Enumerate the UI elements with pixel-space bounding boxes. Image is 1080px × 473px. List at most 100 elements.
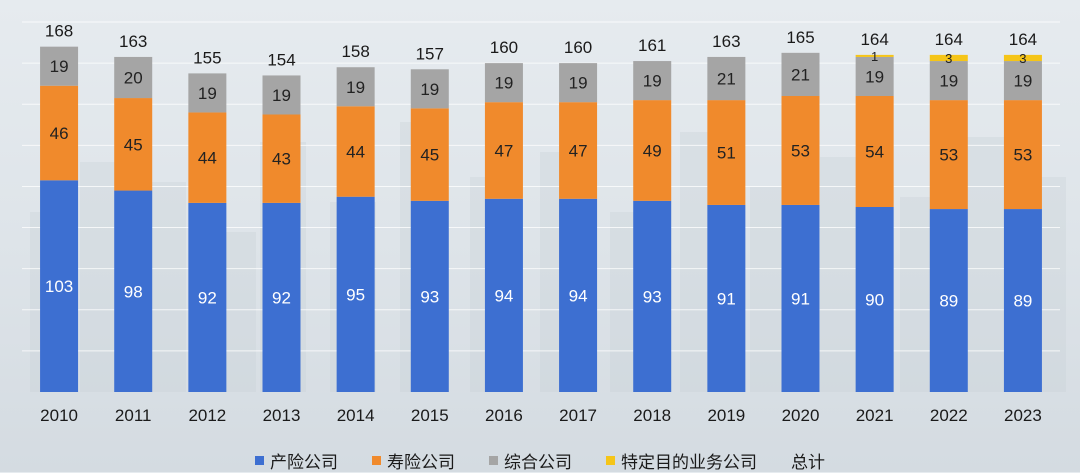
segment-value-label: 53 xyxy=(1013,146,1032,165)
legend-item-special-purpose: 特定目的业务公司 xyxy=(606,448,757,473)
bars xyxy=(40,46,1042,392)
segment-value-label: 93 xyxy=(643,287,662,306)
total-label: 157 xyxy=(416,44,444,63)
x-tick-label: 2019 xyxy=(707,406,745,425)
total-label: 155 xyxy=(193,48,221,67)
segment-value-label: 19 xyxy=(939,72,958,91)
segment-value-label: 19 xyxy=(494,74,513,93)
bar-segment xyxy=(188,112,227,203)
segment-value-label: 44 xyxy=(198,149,217,168)
segment-value-label: 94 xyxy=(569,286,588,305)
bar-segment xyxy=(410,200,449,392)
segment-value-label: 92 xyxy=(198,288,217,307)
bar-segment xyxy=(559,102,598,199)
segment-value-label: 19 xyxy=(346,78,365,97)
bar-segment xyxy=(781,52,820,96)
total-label: 163 xyxy=(712,32,740,51)
x-tick-label: 2017 xyxy=(559,406,597,425)
segment-value-label: 51 xyxy=(717,144,736,163)
legend-item-composite: 综合公司 xyxy=(489,448,572,473)
total-label: 164 xyxy=(1009,30,1037,49)
segment-value-label: 94 xyxy=(494,286,513,305)
total-label: 168 xyxy=(45,22,73,41)
segment-value-label: 43 xyxy=(272,150,291,169)
segment-value-label: 21 xyxy=(717,70,736,89)
bar-segment xyxy=(559,63,598,103)
total-label: 163 xyxy=(119,32,147,51)
segment-value-label: 89 xyxy=(1013,292,1032,311)
legend: 产险公司 寿险公司 综合公司 特定目的业务公司 总计 xyxy=(0,448,1080,472)
segment-value-label: 46 xyxy=(50,124,69,143)
legend-label-total: 总计 xyxy=(791,452,825,472)
bar-segment xyxy=(781,204,820,392)
segment-value-label: 91 xyxy=(791,289,810,308)
bar-segment xyxy=(336,67,375,107)
segment-value-label: 95 xyxy=(346,285,365,304)
bar-segment xyxy=(40,180,79,392)
bar-segment xyxy=(633,200,672,392)
bar-segment xyxy=(1003,54,1042,62)
bar-segment xyxy=(410,108,449,201)
legend-label-property-insurance: 产险公司 xyxy=(270,452,338,472)
segment-value-label: 20 xyxy=(124,69,143,88)
bar-segment xyxy=(1003,100,1042,210)
segment-value-label: 92 xyxy=(272,288,291,307)
bar-segment xyxy=(707,56,746,101)
x-tick-label: 2010 xyxy=(40,406,78,425)
bar-segment xyxy=(781,96,820,205)
bar-segment xyxy=(40,46,79,86)
segment-value-label: 89 xyxy=(939,292,958,311)
total-label: 161 xyxy=(638,36,666,55)
bar-segment xyxy=(633,100,672,201)
segment-value-label: 98 xyxy=(124,282,143,301)
bar-segment xyxy=(1003,61,1042,101)
segment-value-label: 53 xyxy=(791,141,810,160)
legend-swatch-life-insurance xyxy=(372,455,381,465)
bar-segment xyxy=(410,69,449,109)
segment-value-label: 19 xyxy=(50,57,69,76)
legend-swatch-special-purpose xyxy=(606,455,615,465)
bar-segment xyxy=(114,190,153,392)
bar-segment xyxy=(262,202,301,392)
background-skyline xyxy=(30,122,1066,392)
bar-segment xyxy=(114,98,153,191)
x-tick-label: 2023 xyxy=(1004,406,1042,425)
bar-segment xyxy=(484,63,523,103)
segment-value-label: 3 xyxy=(945,51,952,66)
bar-segment xyxy=(336,196,375,392)
legend-label-composite: 综合公司 xyxy=(504,452,572,472)
legend-label-life-insurance: 寿险公司 xyxy=(387,452,455,472)
total-label: 160 xyxy=(490,38,518,57)
bar-segment xyxy=(855,54,894,57)
bar-segment xyxy=(188,202,227,392)
total-label: 154 xyxy=(267,50,295,69)
segment-value-label: 47 xyxy=(494,141,513,160)
bar-segment xyxy=(262,114,301,203)
bar-segment xyxy=(188,73,227,113)
legend-item-total: 总计 xyxy=(791,448,825,473)
total-label: 164 xyxy=(860,30,888,49)
data-labels: 1034619168984520163924419155924319154954… xyxy=(45,22,1037,311)
legend-label-special-purpose: 特定目的业务公司 xyxy=(621,452,757,472)
legend-item-life-insurance: 寿险公司 xyxy=(372,448,455,473)
bar-segment xyxy=(855,207,894,392)
segment-value-label: 90 xyxy=(865,291,884,310)
bar-segment xyxy=(336,106,375,197)
bar-segment xyxy=(929,100,968,210)
segment-value-label: 53 xyxy=(939,146,958,165)
segment-value-label: 91 xyxy=(717,289,736,308)
segment-value-label: 1 xyxy=(871,49,878,64)
legend-swatch-composite xyxy=(489,455,498,465)
segment-value-label: 3 xyxy=(1019,51,1026,66)
bar-segment xyxy=(707,204,746,392)
x-tick-label: 2015 xyxy=(411,406,449,425)
segment-value-label: 103 xyxy=(45,277,73,296)
bar-segment xyxy=(559,198,598,392)
bar-segment xyxy=(40,85,79,181)
segment-value-label: 49 xyxy=(643,141,662,160)
segment-value-label: 19 xyxy=(198,84,217,103)
legend-item-property-insurance: 产险公司 xyxy=(255,448,338,473)
segment-value-label: 19 xyxy=(1013,72,1032,91)
legend-swatch-property-insurance xyxy=(255,455,264,465)
x-tick-label: 2013 xyxy=(263,406,301,425)
